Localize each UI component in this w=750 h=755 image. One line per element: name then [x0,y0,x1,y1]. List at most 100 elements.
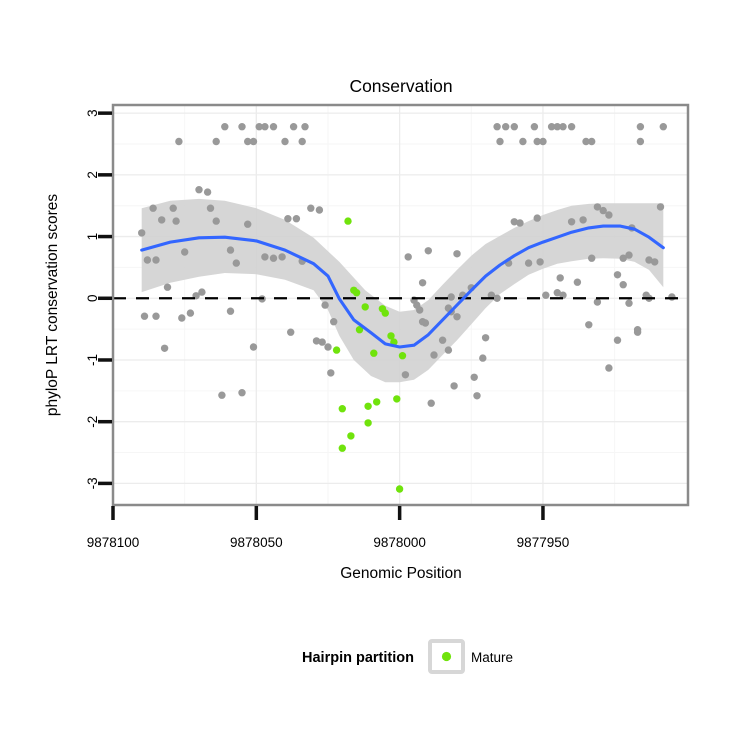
point-gray [401,371,410,379]
point-gray [158,216,166,224]
point-gray [238,389,246,397]
point-gray [553,123,561,131]
point-gray [143,256,152,264]
point-gray [244,220,252,228]
y-tick-label: 0 [85,295,100,303]
x-tick-label: 9877950 [517,535,570,550]
point-gray [287,328,295,336]
point-gray [175,137,183,146]
point-gray [152,256,160,264]
point-gray [427,399,435,407]
point-gray [172,217,180,225]
point-mature [387,332,395,340]
point-mature [338,444,346,452]
point-mature [338,405,346,413]
smooth-line [140,224,665,349]
point-gray [315,206,324,214]
point-gray [269,123,278,131]
point-gray [487,291,496,299]
point-gray [636,137,645,146]
point-gray [605,364,613,372]
y-tick-label: 1 [85,233,100,241]
point-gray [430,351,438,359]
grid-layer [112,105,688,505]
point-gray [281,137,289,146]
point-gray [255,123,263,131]
smooth-line-layer [140,224,665,349]
legend-key-dot [441,651,452,662]
point-gray [206,204,215,212]
point-gray [651,258,659,266]
chart-title: Conservation [349,76,452,96]
point-gray [582,137,590,146]
point-gray [588,254,596,262]
point-gray [573,278,582,286]
point-gray [284,215,292,223]
panel-frame-layer [111,103,690,507]
point-gray [502,123,510,131]
point-gray [625,251,633,259]
point-gray [178,314,186,322]
point-gray [496,137,504,146]
point-gray [579,216,587,224]
point-gray [218,391,226,399]
point-gray [530,123,539,131]
point-gray [198,288,206,296]
point-gray [633,328,642,336]
point-gray [261,123,269,131]
point-gray [613,271,622,279]
point-gray [424,247,432,255]
point-gray [453,313,461,321]
point-gray [181,248,189,256]
y-tick-label: 3 [85,109,100,117]
y-tick-label: 2 [85,171,100,179]
point-mature [381,309,389,317]
point-gray [312,337,321,345]
point-gray [599,206,607,215]
y-tick-label: -2 [85,416,100,428]
point-gray [292,215,301,223]
point-gray [444,346,453,354]
point-gray [547,123,556,131]
legend-label-mature: Mature [471,650,513,665]
point-gray [249,137,258,146]
point-gray [232,259,240,267]
point-gray [418,318,427,326]
point-gray [533,137,541,146]
point-gray [221,123,229,131]
point-gray [138,229,146,237]
point-gray [619,254,627,262]
point-gray [588,137,596,146]
point-mature [364,402,372,410]
point-mature [361,303,369,311]
legend-title: Hairpin partition [302,650,414,666]
x-tick-label: 9878000 [373,535,426,550]
point-gray [418,279,427,287]
x-tick-label: 9878100 [87,535,140,550]
point-gray [450,382,458,390]
point-gray [481,334,490,342]
point-gray [212,217,220,225]
point-gray [163,283,172,291]
panel-border [111,103,690,507]
point-gray [238,123,246,131]
point-mature [398,352,407,360]
point-mature [370,349,378,357]
point-mature [332,346,341,354]
point-gray [479,354,487,362]
point-gray [289,123,298,131]
point-gray [510,218,518,226]
point-mature [364,419,372,427]
point-gray [453,250,461,258]
point-gray [212,137,220,146]
point-gray [645,256,653,264]
x-axis-title: Genomic Position [340,565,461,582]
point-gray [195,186,203,194]
point-gray [593,298,602,306]
point-gray [438,336,447,344]
y-tick-label: -3 [85,477,100,489]
point-gray [567,123,576,131]
point-gray [636,123,645,131]
point-gray [416,306,424,314]
